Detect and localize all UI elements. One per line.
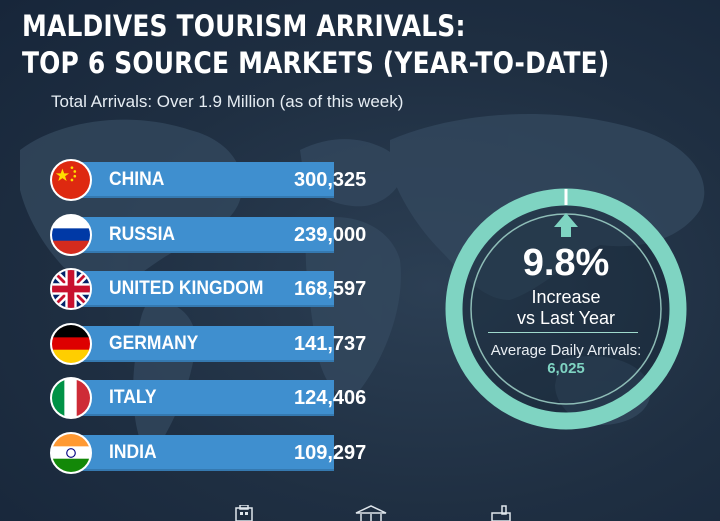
arrow-up-icon [554, 213, 578, 237]
italy-flag-icon [50, 377, 92, 419]
bar-germany [66, 325, 334, 362]
bar-row-china: CHINA 300,325 [48, 159, 378, 201]
bar-india [66, 434, 334, 471]
building-icon [235, 505, 253, 521]
china-flag-icon [50, 159, 92, 201]
bar-row-united-kingdom: UNITED KINGDOM 168,597 [48, 268, 378, 310]
title-line-2: TOP 6 SOURCE MARKETS (YEAR-TO-DATE) [22, 46, 610, 80]
value-label-united-kingdom: 168,597 [294, 278, 367, 300]
category-label-germany: GERMANY [109, 332, 199, 354]
value-label-china: 300,325 [294, 169, 367, 191]
india-flag-icon [50, 431, 92, 474]
bar-row-germany: GERMANY 141,737 [48, 322, 378, 365]
ring-divider [488, 332, 638, 333]
bar-china [66, 162, 334, 198]
bar-russia [66, 216, 334, 253]
germany-flag-icon [50, 322, 92, 365]
title-line-1: MALDIVES TOURISM ARRIVALS: [22, 9, 466, 43]
page-title: MALDIVES TOURISM ARRIVALS: TOP 6 SOURCE … [22, 8, 609, 82]
bar-row-italy: ITALY 124,406 [48, 377, 378, 419]
bar-row-russia: RUSSIA 239,000 [48, 213, 378, 256]
value-label-russia: 239,000 [294, 223, 367, 246]
value-label-germany: 141,737 [294, 332, 367, 355]
bar-row-india: INDIA 109,297 [48, 431, 378, 474]
category-label-china: CHINA [109, 169, 165, 190]
category-label-russia: RUSSIA [109, 223, 176, 245]
russia-flag-icon [50, 213, 92, 256]
category-label-united-kingdom: UNITED KINGDOM [109, 278, 264, 299]
value-label-italy: 124,406 [294, 387, 367, 409]
avg-daily-value: 6,025 [547, 360, 585, 377]
growth-caption-line-2: vs Last Year [516, 308, 616, 328]
bank-icon [355, 505, 387, 521]
category-label-india: INDIA [109, 441, 157, 463]
avg-daily-label: Average Daily Arrivals: [490, 342, 642, 359]
growth-percent: 9.8% [522, 242, 610, 284]
growth-caption: Increase vs Last Year [441, 287, 691, 329]
category-label-italy: ITALY [109, 387, 157, 408]
bar-italy [66, 380, 334, 416]
bar-united-kingdom [66, 271, 334, 307]
growth-caption-line-1: Increase [531, 287, 601, 307]
growth-ring [445, 188, 687, 430]
value-label-india: 109,297 [294, 441, 367, 464]
uk-flag-icon [50, 268, 92, 310]
subtitle: Total Arrivals: Over 1.9 Million (as of … [51, 92, 404, 111]
factory-icon [491, 505, 511, 521]
